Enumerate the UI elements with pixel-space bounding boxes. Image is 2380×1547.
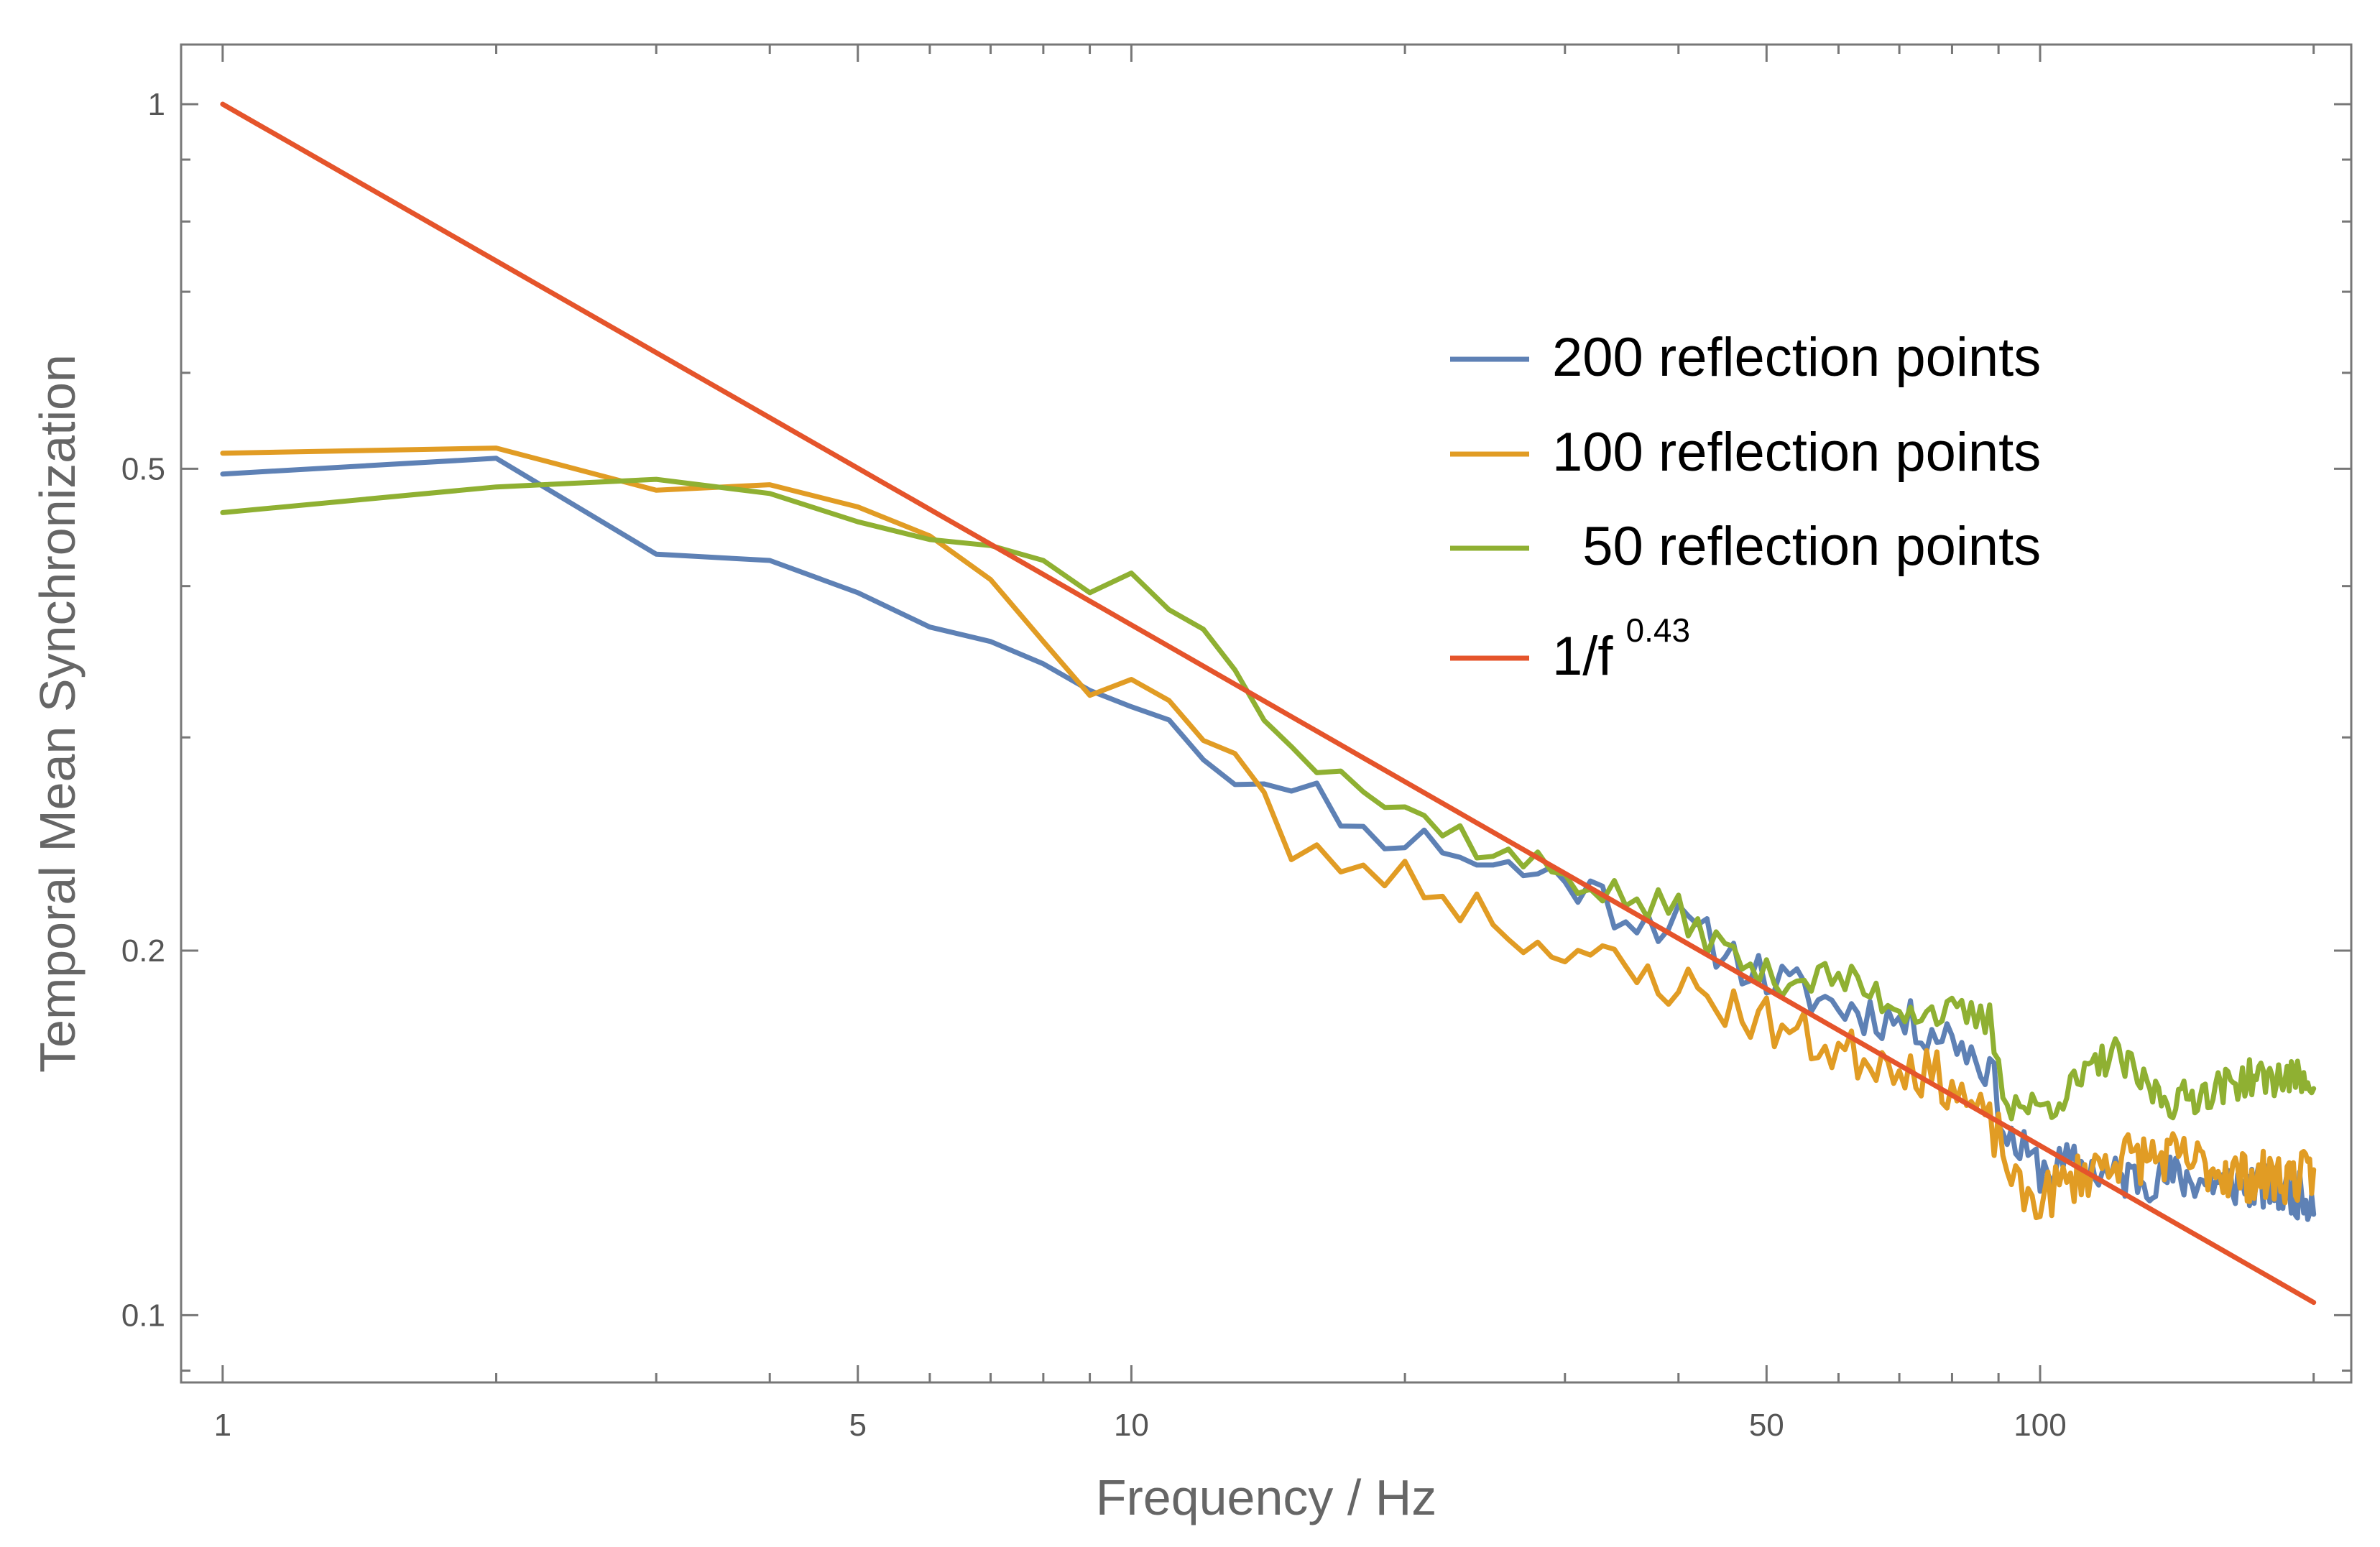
y-tick-label: 0.5: [121, 451, 165, 486]
x-tick-labels: 1 5 10 50 100: [214, 1408, 2067, 1443]
legend: 200 reflection points 100 reflection poi…: [1450, 327, 2041, 687]
x-tick-label: 100: [2014, 1408, 2066, 1443]
axis-ticks: [181, 45, 2351, 1382]
series-lines: [220, 101, 2317, 1306]
x-tick-label: 50: [1749, 1408, 1784, 1443]
x-tick-label: 5: [849, 1408, 867, 1443]
legend-label-power-law: 1/f 0.43: [1552, 611, 1690, 687]
y-tick-label: 1: [148, 87, 165, 122]
legend-label-100: 100 reflection points: [1552, 422, 2041, 483]
legend-entry-power-law: 1/f 0.43: [1450, 611, 1690, 687]
x-tick-label: 1: [214, 1408, 231, 1443]
series-line-3: [220, 101, 2317, 1306]
legend-entry-100: 100 reflection points: [1450, 422, 2041, 483]
legend-label-200: 200 reflection points: [1552, 327, 2041, 388]
series-line-2: [220, 476, 2317, 1122]
legend-power-law-base: 1/f: [1552, 626, 1613, 687]
legend-entry-200: 200 reflection points: [1450, 327, 2041, 388]
series-line-1: [220, 445, 2317, 1221]
legend-label-50: 50 reflection points: [1552, 516, 2041, 577]
legend-entry-50: 50 reflection points: [1450, 516, 2041, 577]
legend-power-law-exponent: 0.43: [1626, 611, 1691, 649]
y-tick-labels: 0.1 0.2 0.5 1: [121, 87, 165, 1333]
y-axis-title: Temporal Mean Synchronization: [29, 354, 86, 1073]
x-axis-title: Frequency / Hz: [1096, 1469, 1437, 1525]
y-tick-label: 0.1: [121, 1298, 165, 1333]
plot-frame: [180, 43, 2353, 1384]
y-tick-label: 0.2: [121, 933, 165, 969]
x-tick-label: 10: [1114, 1408, 1149, 1443]
